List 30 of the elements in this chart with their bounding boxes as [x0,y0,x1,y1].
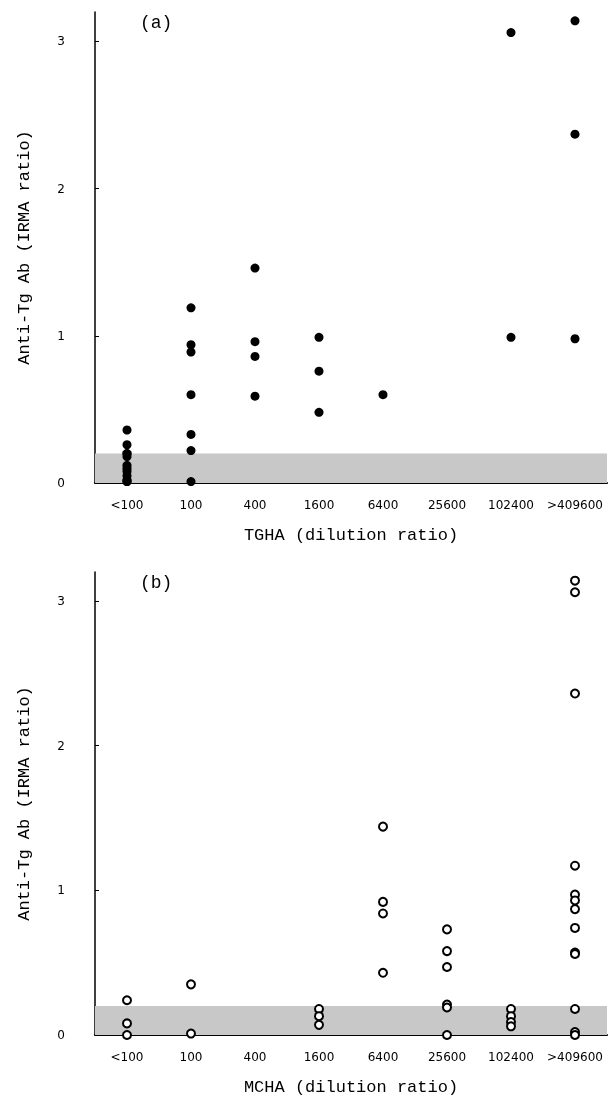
x-tick-label: 400 [243,1050,267,1064]
x-tick-label: <100 [110,1050,144,1064]
y-tick-label: 3 [57,34,65,49]
y-tick-label: 1 [57,883,65,898]
x-tick-label: 400 [243,498,267,512]
x-tick-label: >409600 [547,1050,603,1064]
x-tick-label: 6400 [367,1050,399,1064]
x-tick-label: 25600 [427,498,467,512]
x-tick-label: 25600 [427,1050,467,1064]
x-axis-title: MCHA (dilution ratio) [243,1078,459,1097]
y-tick-label: 0 [57,476,65,490]
x-axis-title: TGHA (dilution ratio) [243,526,459,545]
x-tick-label: 1600 [303,1050,335,1064]
x-tick-label: 6400 [367,498,399,512]
y-tick-label: 3 [57,593,65,608]
annotation: (a) [140,13,173,33]
x-tick-label: 100 [179,498,203,512]
x-tick-label: >409600 [547,498,603,512]
y-tick-label: 1 [57,328,65,343]
x-tick-label: 102400 [488,1050,534,1064]
y-tick-label: 0 [57,1028,65,1042]
x-tick-label: <100 [110,498,144,512]
x-tick-label: 102400 [488,498,534,512]
y-tick-label: 2 [57,738,65,753]
y-tick-label: 2 [57,181,65,196]
x-tick-label: 100 [179,1050,203,1064]
annotation: (b) [140,573,173,593]
y-axis-title: Anti-Tg Ab (IRMA ratio) [15,686,34,921]
x-tick-label: 1600 [303,498,335,512]
y-axis-title: Anti-Tg Ab (IRMA ratio) [15,130,34,365]
